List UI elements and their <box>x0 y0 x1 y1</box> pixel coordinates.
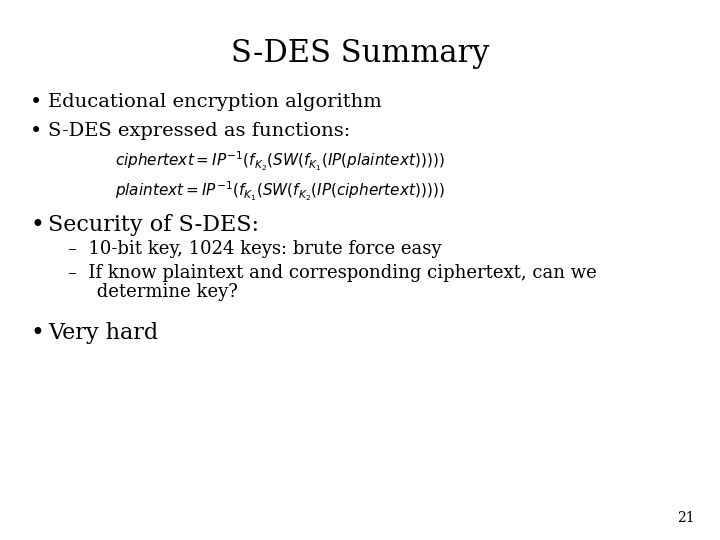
Text: •: • <box>30 93 42 112</box>
Text: S-DES expressed as functions:: S-DES expressed as functions: <box>48 122 350 140</box>
Text: $\mathit{plaintext} = IP^{-1}\left(f_{K_1}\left(SW\left(f_{K_2}\left(IP\left(\ma: $\mathit{plaintext} = IP^{-1}\left(f_{K_… <box>115 180 445 203</box>
Text: –  10-bit key, 1024 keys: brute force easy: – 10-bit key, 1024 keys: brute force eas… <box>68 240 441 258</box>
Text: •: • <box>30 214 44 237</box>
Text: –  If know plaintext and corresponding ciphertext, can we: – If know plaintext and corresponding ci… <box>68 264 597 282</box>
Text: Educational encryption algorithm: Educational encryption algorithm <box>48 93 382 111</box>
Text: 21: 21 <box>678 511 695 525</box>
Text: S-DES Summary: S-DES Summary <box>231 38 489 69</box>
Text: Security of S-DES:: Security of S-DES: <box>48 214 259 236</box>
Text: Very hard: Very hard <box>48 322 158 344</box>
Text: •: • <box>30 322 44 345</box>
Text: •: • <box>30 122 42 141</box>
Text: determine key?: determine key? <box>68 283 238 301</box>
Text: $\mathit{ciphertext} = IP^{-1}\left(f_{K_2}\left(SW\left(f_{K_1}\left(IP\left(\m: $\mathit{ciphertext} = IP^{-1}\left(f_{K… <box>115 150 445 173</box>
